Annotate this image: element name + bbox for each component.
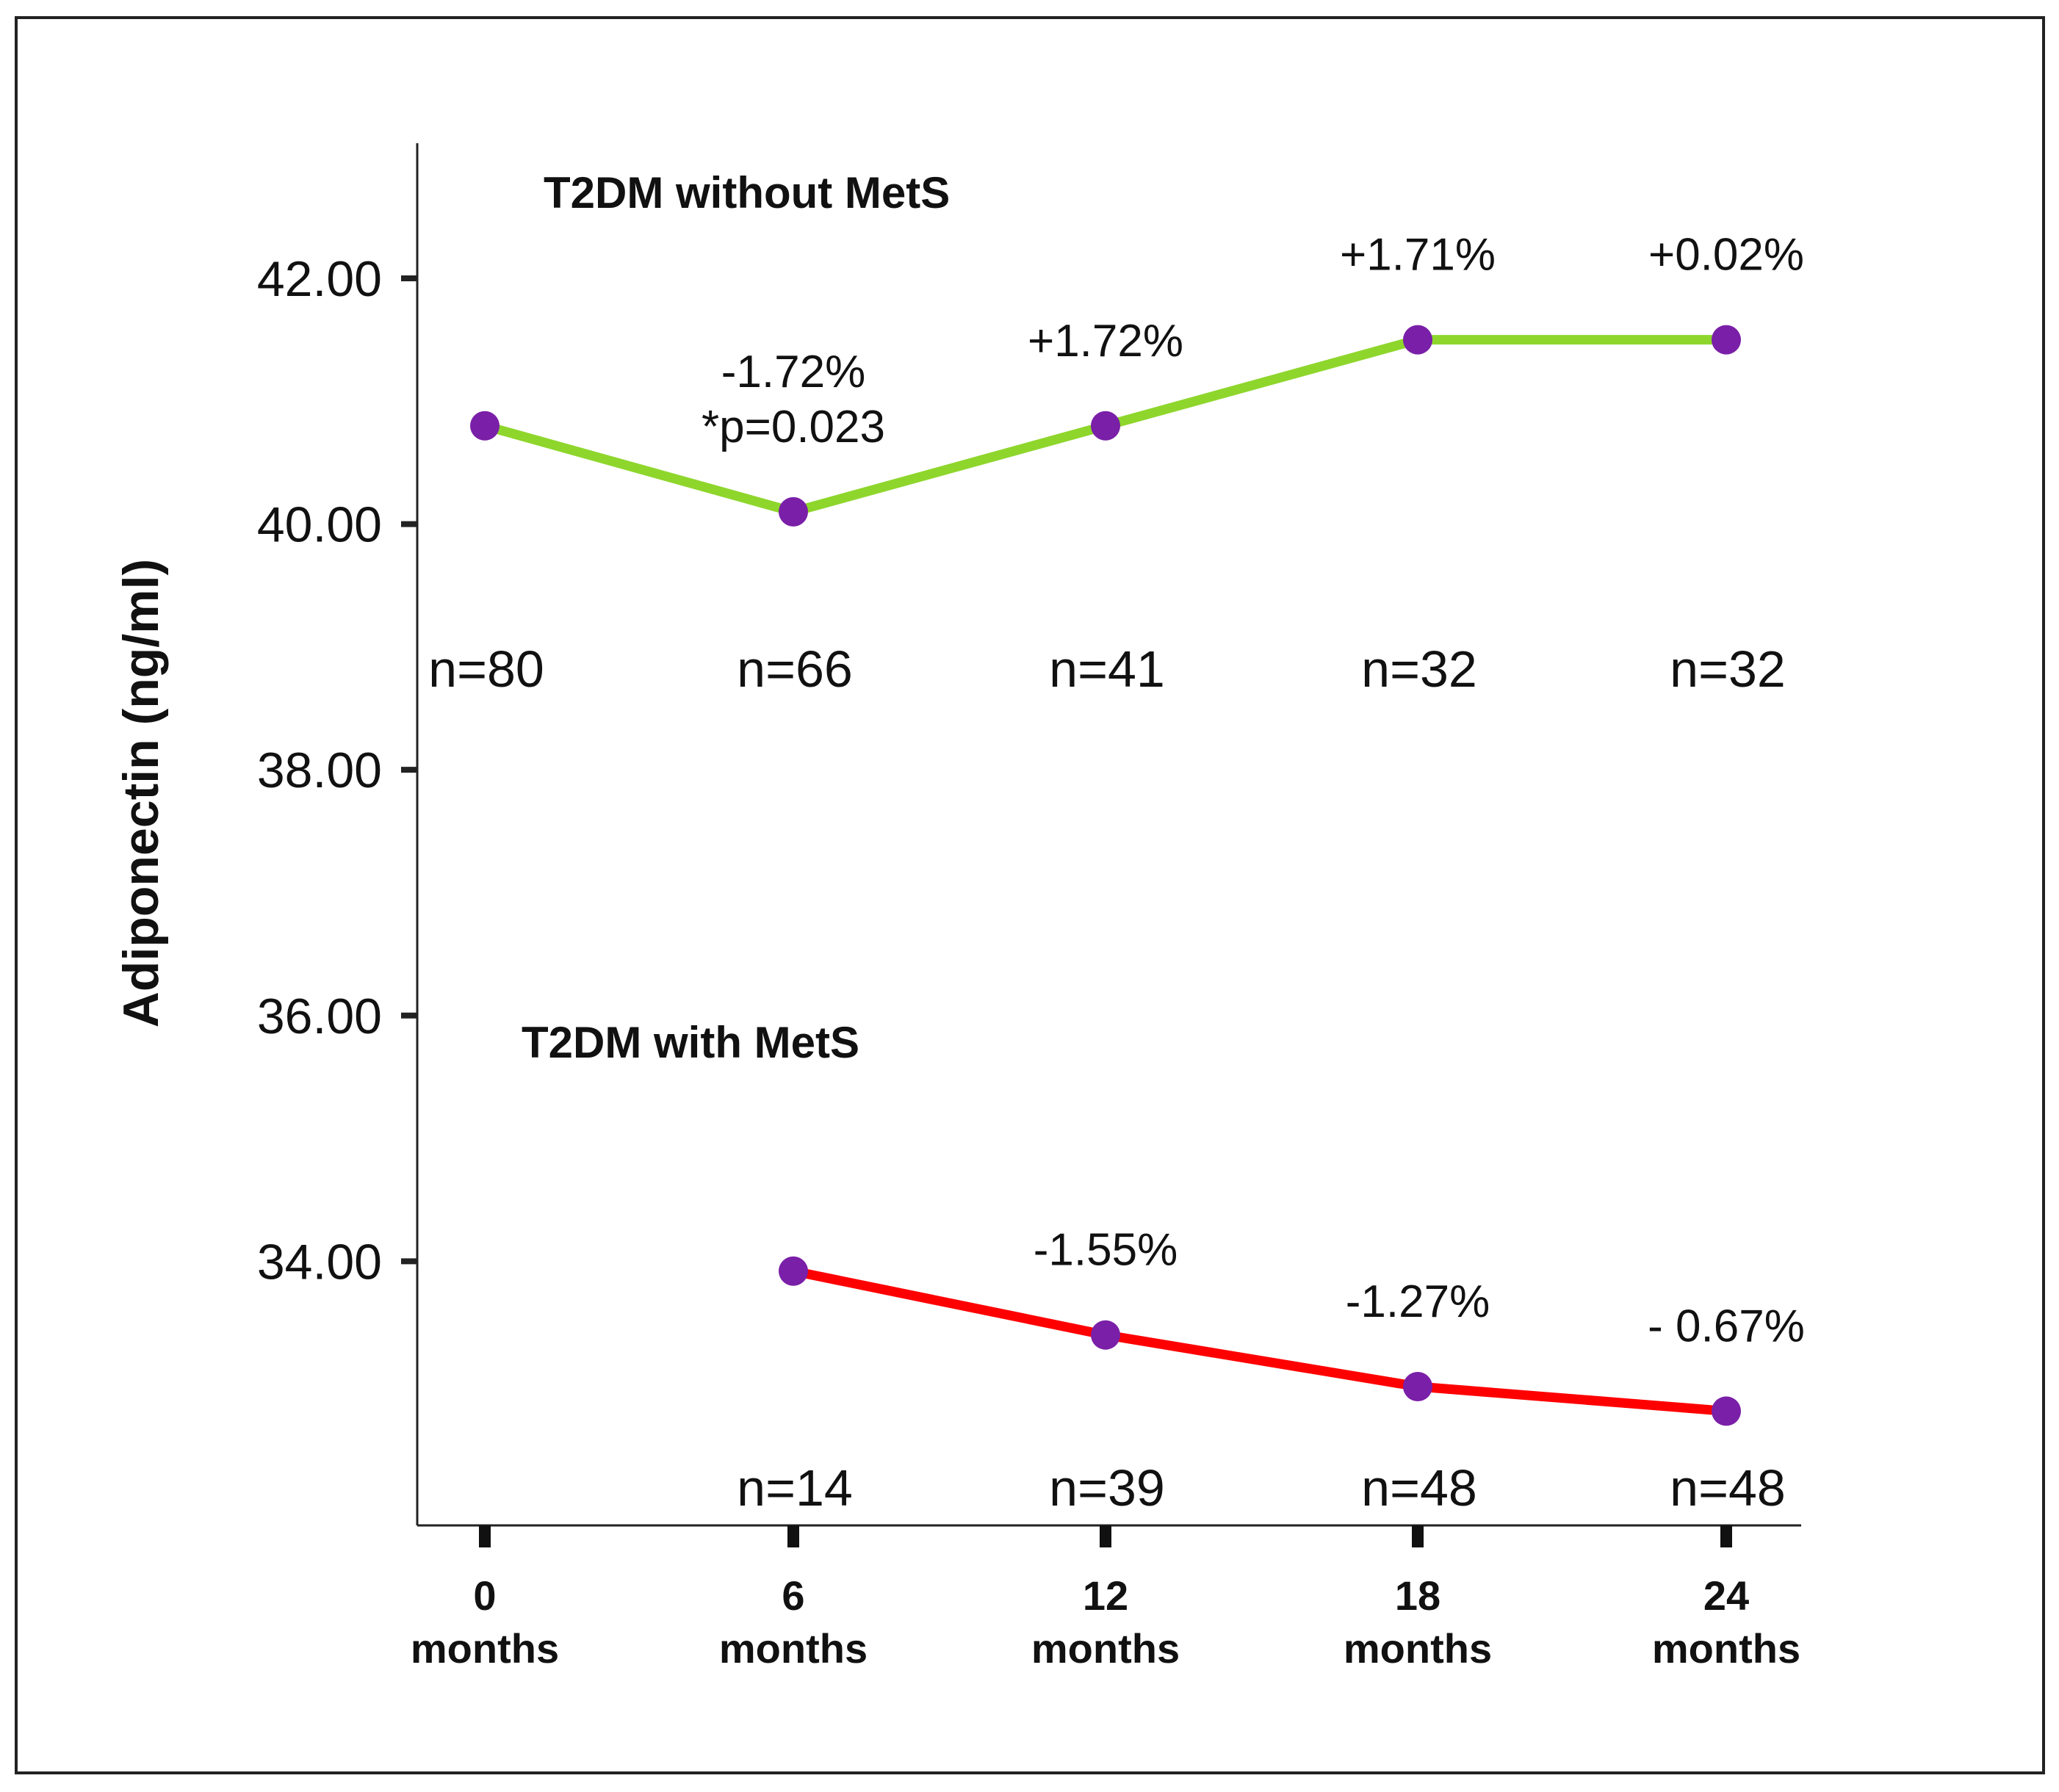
data-point	[470, 411, 500, 441]
sample-size-label: n=39	[1049, 1459, 1165, 1517]
data-point	[1712, 1396, 1741, 1426]
series-title-with-mets: T2DM with MetS	[522, 1018, 859, 1067]
y-tick-label: 38.00	[257, 743, 382, 798]
figure-frame	[15, 16, 2045, 1774]
x-tick-unit: months	[1652, 1625, 1800, 1672]
sample-size-label: n=14	[737, 1459, 853, 1517]
sample-size-label: n=32	[1670, 640, 1786, 698]
x-tick-label: 24	[1703, 1572, 1749, 1619]
sample-size-label: n=41	[1049, 640, 1165, 698]
change-annotation: +0.02%	[1648, 230, 1804, 281]
x-tick-label: 12	[1083, 1572, 1128, 1619]
data-point	[1091, 411, 1120, 441]
y-tick-label: 40.00	[257, 497, 382, 553]
y-axis-label: Adiponectin (ng/ml)	[113, 559, 169, 1027]
sample-size-label: n=66	[737, 640, 853, 698]
sample-size-label: n=80	[428, 640, 544, 698]
data-point	[779, 1256, 808, 1286]
sample-size-label: n=48	[1670, 1459, 1786, 1517]
y-tick-label: 34.00	[257, 1234, 382, 1290]
x-ticks: 0 months 6 months 12 months 18 months 24 months	[411, 1525, 1800, 1672]
change-annotation: +1.72%	[1028, 316, 1183, 366]
data-point	[1091, 1320, 1120, 1350]
sample-size-label: n=48	[1361, 1459, 1477, 1517]
data-point	[1712, 325, 1741, 355]
sample-size-label: n=32	[1361, 640, 1477, 698]
x-tick-unit: months	[411, 1625, 559, 1672]
x-tick-unit: months	[1344, 1625, 1492, 1672]
change-annotation: -1.72%	[721, 347, 865, 397]
x-tick-unit: months	[1031, 1625, 1180, 1672]
change-annotation: - 0.67%	[1648, 1301, 1805, 1351]
x-tick-label: 0	[473, 1572, 496, 1619]
y-tick-label: 42.00	[257, 251, 382, 307]
change-annotation: +1.71%	[1340, 230, 1496, 281]
series-title-without-mets: T2DM without MetS	[544, 168, 950, 217]
data-point	[779, 496, 808, 527]
series-line-1	[788, 1266, 1731, 1416]
x-tick-unit: months	[719, 1625, 868, 1672]
change-annotation: -1.27%	[1346, 1276, 1490, 1327]
x-tick-label: 6	[782, 1572, 804, 1619]
change-annotation: *p=0.023	[702, 402, 885, 452]
data-point	[1403, 1371, 1432, 1401]
y-tick-label: 36.00	[257, 989, 382, 1044]
x-tick-label: 18	[1395, 1572, 1440, 1619]
series-layer: -1.72%*p=0.023 +1.72% +1.71% +0.02% n=80 n=66…	[428, 230, 1805, 1517]
change-annotation: -1.55%	[1034, 1225, 1178, 1276]
y-ticks: 34.00 36.00 38.00 40.00 42.00	[257, 251, 417, 1290]
data-point	[1403, 325, 1432, 355]
